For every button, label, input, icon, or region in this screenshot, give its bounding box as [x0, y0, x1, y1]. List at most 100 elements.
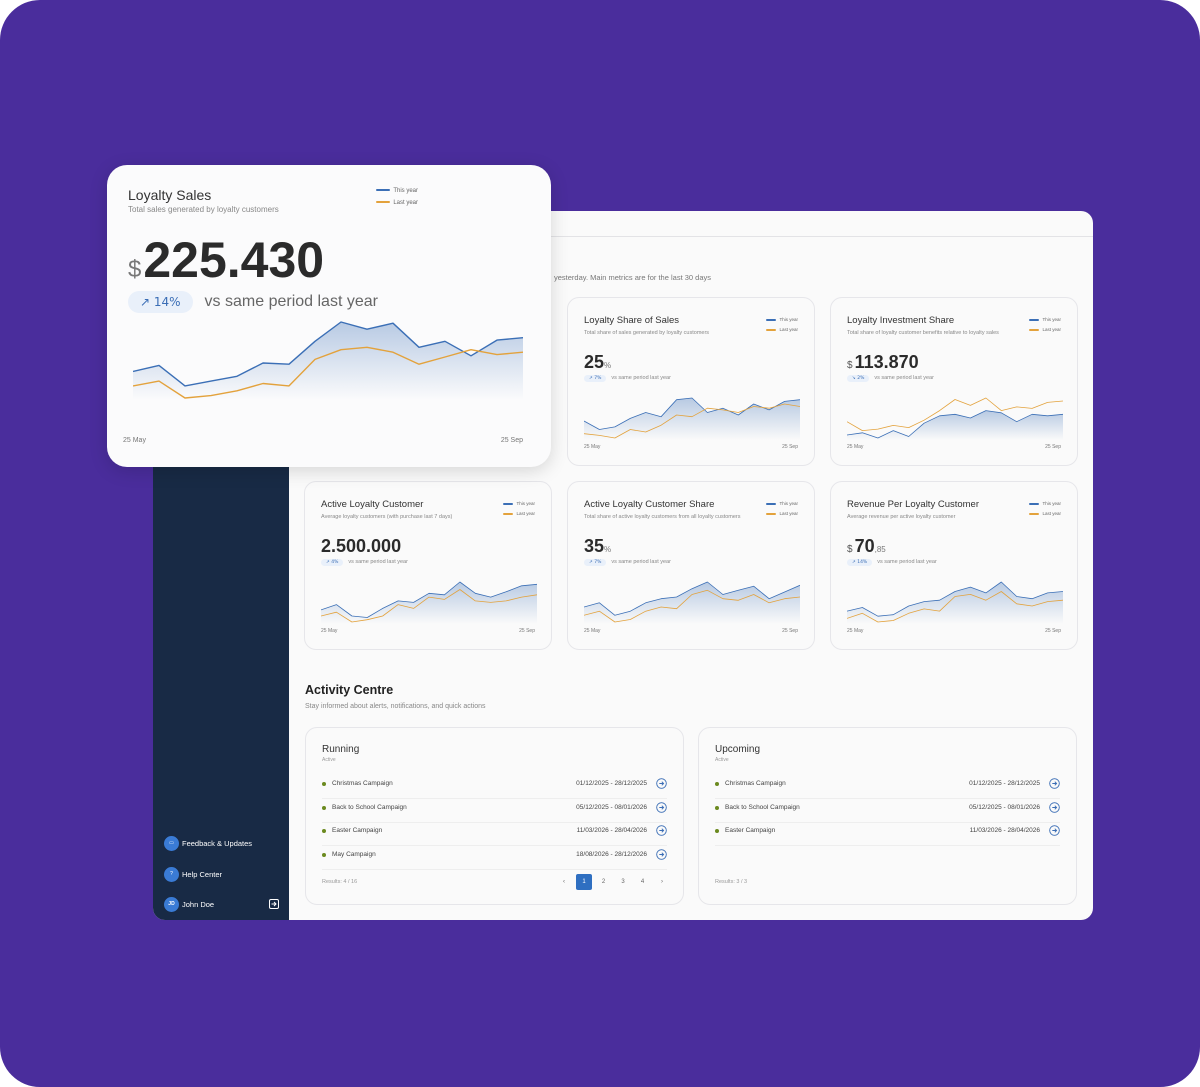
- value: 70: [854, 536, 875, 556]
- start-date: 25 May: [584, 628, 601, 634]
- value-suffix: %: [604, 545, 612, 554]
- change-badge: ↗ 14%: [128, 291, 193, 313]
- metric-value: $113.870: [847, 352, 919, 373]
- metric-card: Active Loyalty Customer Share Total share…: [567, 481, 815, 650]
- open-button[interactable]: [1049, 778, 1060, 789]
- value: 225.430: [143, 232, 325, 288]
- campaign-row: Back to School Campaign 05/12/2025 - 08/0…: [322, 799, 667, 823]
- sparkline: [321, 581, 537, 624]
- legend-label: Last year: [779, 511, 798, 516]
- open-button[interactable]: [656, 778, 667, 789]
- area: [584, 582, 800, 624]
- campaign-name: Christmas Campaign: [725, 780, 786, 787]
- user[interactable]: JD John Doe: [164, 897, 279, 913]
- page-button[interactable]: 4: [640, 879, 645, 885]
- loyalty-sales-card: Loyalty Sales Total sales generated by lo…: [107, 165, 551, 467]
- end-date: 25 Sep: [1045, 628, 1061, 634]
- results: Results: 3 / 3: [715, 879, 748, 885]
- campaign-name: Back to School Campaign: [725, 803, 800, 811]
- status-dot: [715, 829, 719, 833]
- page-button[interactable]: 3: [621, 879, 625, 885]
- icon-circle: [1049, 801, 1060, 813]
- campaign-name: Christmas Campaign: [332, 780, 393, 787]
- sidebar-icon: ?: [164, 866, 179, 882]
- legend-item: This year: [376, 185, 418, 197]
- open-button[interactable]: [1049, 801, 1060, 813]
- open-button[interactable]: [1049, 825, 1060, 836]
- sparkline: [133, 321, 523, 400]
- metric-card: Loyalty Investment Share Total share of l…: [830, 297, 1078, 466]
- area: [847, 582, 1063, 624]
- card-subtitle: Total share of loyalty customer benefits…: [847, 330, 999, 336]
- campaign-dates: 01/12/2025 - 28/12/2025: [969, 780, 1040, 787]
- legend-item: Last year: [376, 197, 418, 209]
- status-dot: [322, 852, 326, 857]
- legend-item: Last year: [766, 509, 798, 519]
- results: Results: 4 / 16: [322, 879, 358, 885]
- area: [321, 582, 537, 624]
- campaign-name: Easter Campaign: [725, 827, 776, 834]
- campaign-dates: 18/08/2026 - 28/12/2026: [576, 850, 647, 858]
- icon-arrow: [659, 804, 665, 810]
- page-button[interactable]: 2: [601, 879, 606, 885]
- legend: This year Last year: [503, 499, 535, 519]
- value: 35: [584, 536, 605, 556]
- change-text: vs same period last year: [204, 293, 378, 310]
- avatar: JD: [164, 897, 179, 912]
- icon-arrow: [1052, 781, 1058, 786]
- end-date: 25 Sep: [782, 628, 798, 634]
- icon-arrow: [659, 828, 665, 833]
- open-button[interactable]: [656, 801, 667, 813]
- icon-circle: [656, 801, 667, 813]
- change-text: vs same period last year: [611, 559, 671, 565]
- line: [584, 581, 800, 616]
- legend-swatch: [766, 512, 777, 515]
- change-text: vs same period last year: [874, 375, 934, 381]
- legend: This year Last year: [1029, 315, 1061, 335]
- sidebar-icon: ▭: [164, 836, 179, 851]
- value-suffix: %: [604, 361, 612, 370]
- legend-item: Last year: [1029, 325, 1061, 335]
- change: ↗ 4% vs same period last year: [321, 559, 408, 566]
- status-dot: [715, 782, 719, 786]
- change: ↗ 14% vs same period last year: [847, 559, 937, 566]
- metric-card: Revenue Per Loyalty Customer Average reve…: [830, 481, 1078, 650]
- prev-page[interactable]: ‹: [563, 879, 565, 885]
- area: [133, 322, 523, 400]
- metric-value: 25%: [584, 352, 611, 373]
- card-subtitle: Average loyalty customers (with purchase…: [321, 514, 453, 520]
- logout-arrow: [271, 901, 277, 907]
- legend-label: This year: [1042, 501, 1061, 506]
- open-button[interactable]: [656, 848, 667, 860]
- legend-label: Last year: [393, 200, 418, 206]
- value: 2.500.000: [321, 536, 402, 556]
- start-date: 25 May: [123, 437, 146, 444]
- header-divider: [153, 236, 1093, 237]
- page-button[interactable]: 1: [576, 874, 592, 890]
- legend-swatch: [1029, 318, 1040, 321]
- activity-subtitle: Stay informed about alerts, notification…: [305, 703, 486, 710]
- campaign-row: Christmas Campaign 01/12/2025 - 28/12/202…: [322, 775, 667, 799]
- activity-title: Activity Centre: [305, 683, 394, 697]
- legend-swatch: [1029, 512, 1040, 515]
- next-page[interactable]: ›: [661, 879, 663, 885]
- change: ↗ 7% vs same period last year: [584, 375, 671, 382]
- legend-label: This year: [779, 317, 798, 322]
- line: [847, 591, 1063, 623]
- campaign-dates: 05/12/2025 - 08/01/2026: [576, 803, 647, 811]
- panel-title: Upcoming: [715, 744, 761, 755]
- metric-value: 2.500.000: [321, 536, 401, 557]
- open-button[interactable]: [656, 825, 667, 836]
- line: [133, 346, 523, 399]
- legend-label: Last year: [1042, 327, 1061, 332]
- card-subtitle: Average revenue per active loyalty custo…: [847, 514, 956, 520]
- change-badge: ↗ 7%: [584, 375, 607, 382]
- logout-frame: [269, 899, 279, 909]
- icon-arrow: [1052, 828, 1058, 833]
- currency: $: [847, 360, 853, 371]
- card-subtitle: Total share of active loyalty customers …: [584, 514, 741, 520]
- area: [584, 398, 800, 440]
- legend-item: Last year: [766, 325, 798, 335]
- icon-circle: [656, 848, 667, 860]
